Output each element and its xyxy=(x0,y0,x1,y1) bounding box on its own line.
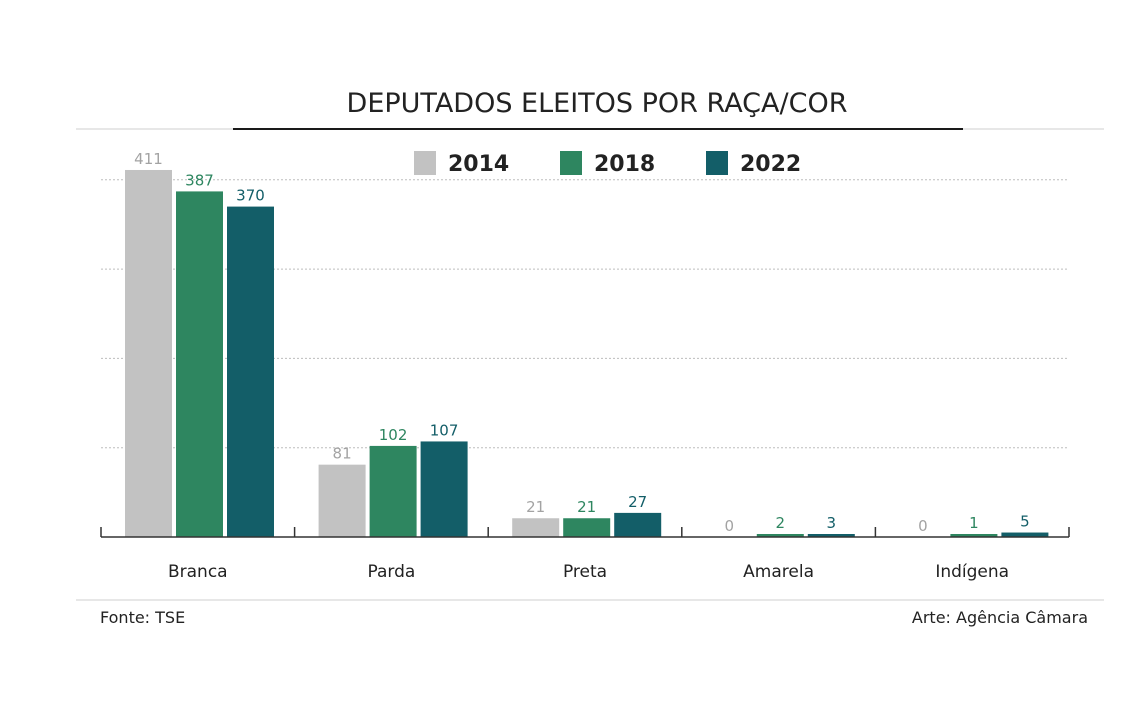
legend-swatch xyxy=(414,151,436,175)
x-tick-label: Indígena xyxy=(935,562,1009,582)
data-label: 2 xyxy=(776,514,786,532)
bars xyxy=(125,169,1049,538)
bar xyxy=(1001,532,1049,537)
data-label: 21 xyxy=(526,498,545,516)
bar xyxy=(318,464,366,537)
legend: 2014 2018 2022 xyxy=(414,151,801,177)
bar xyxy=(125,169,172,538)
x-tick-label: Parda xyxy=(367,562,415,582)
bar xyxy=(227,206,274,537)
x-axis: Branca Parda Preta Amarela Indígena xyxy=(100,527,1070,582)
x-tick-label: Amarela xyxy=(743,562,814,582)
legend-swatch xyxy=(706,151,728,175)
data-label: 102 xyxy=(379,426,408,444)
credit-note: Arte: Agência Câmara xyxy=(912,608,1088,627)
legend-label: 2014 xyxy=(448,152,509,177)
bar xyxy=(614,512,662,537)
bar xyxy=(756,534,804,537)
bar xyxy=(807,534,855,537)
chart-title: DEPUTADOS ELEITOS POR RAÇA/COR xyxy=(347,88,848,119)
legend-label: 2022 xyxy=(740,152,801,177)
data-label: 81 xyxy=(333,445,352,463)
x-tick-label: Preta xyxy=(563,562,607,582)
data-label: 21 xyxy=(577,498,596,516)
data-label: 5 xyxy=(1020,513,1030,531)
value-labels: 411 387 370 81 102 107 21 21 27 0 2 3 0 1 5 xyxy=(134,150,1029,535)
bar xyxy=(420,441,468,537)
data-label: 3 xyxy=(827,514,837,532)
data-label: 107 xyxy=(430,421,459,439)
data-label: 0 xyxy=(725,517,735,535)
bar xyxy=(176,191,223,537)
data-label: 0 xyxy=(918,517,928,535)
legend-swatch xyxy=(560,151,582,175)
data-label: 387 xyxy=(185,171,214,189)
legend-label: 2018 xyxy=(594,152,655,177)
data-label: 27 xyxy=(628,493,647,511)
source-note: Fonte: TSE xyxy=(100,608,185,627)
bar xyxy=(563,518,611,537)
x-tick-label: Branca xyxy=(168,562,228,582)
data-label: 1 xyxy=(969,514,979,532)
data-label: 411 xyxy=(134,150,163,168)
bar xyxy=(369,445,417,537)
data-label: 370 xyxy=(236,187,265,205)
bar xyxy=(950,534,998,537)
bar xyxy=(512,518,560,537)
